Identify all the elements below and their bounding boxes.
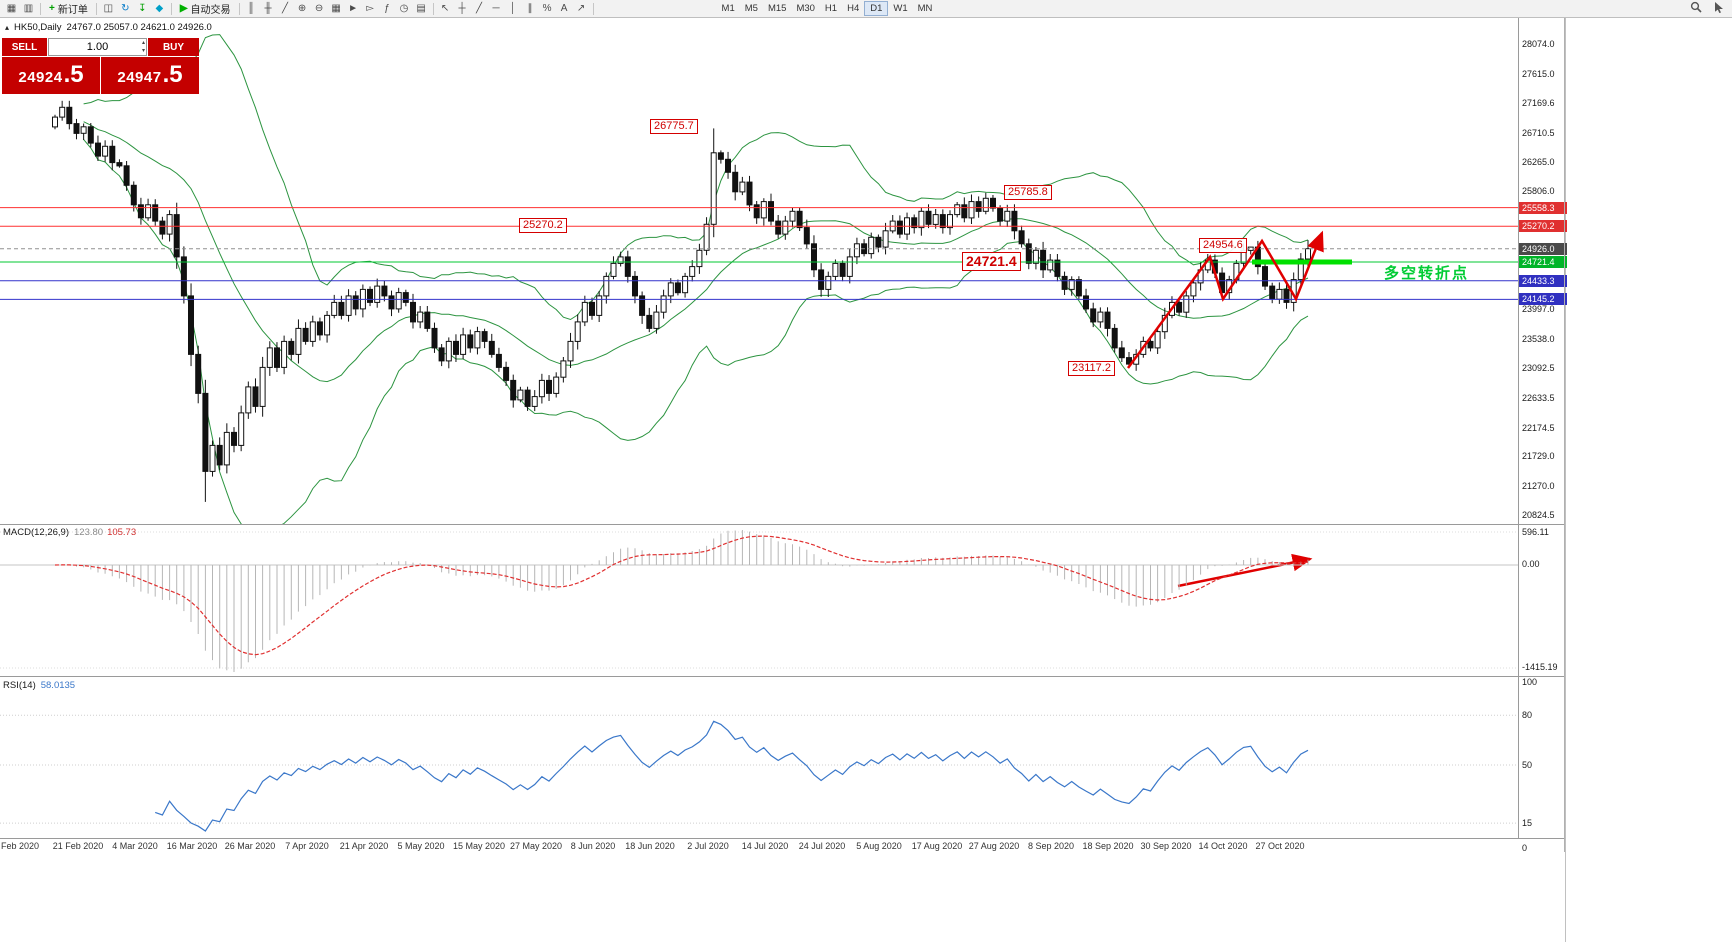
timeframe-m30-button[interactable]: M30	[796, 3, 815, 14]
macd-indicator-label: MACD(12,26,9) 123.80 105.73	[3, 527, 136, 538]
chart-title: ▴ HK50,Daily 24767.0 25057.0 24621.0 249…	[5, 22, 212, 33]
new-order-button-label: 新订单	[57, 5, 88, 16]
timeframe-m1-button[interactable]: M1	[721, 3, 735, 14]
autotrading-button-label: 自动交易	[190, 5, 231, 16]
timeframe-switcher: M1 M5 M15 M30 H1 H4 D1 W1 MN	[717, 1, 938, 16]
timeframe-m5-button[interactable]: M5	[744, 3, 758, 14]
macd-main-value: 123.80	[74, 527, 104, 538]
mql5-community-icon[interactable]: ◆	[155, 3, 164, 14]
buy-price-frac: .5	[162, 61, 183, 88]
auto-scroll-icon[interactable]: ►	[348, 3, 358, 14]
right-panel-area	[1565, 17, 1732, 942]
timeframe-h4-button[interactable]: H4	[847, 3, 860, 14]
buy-price-int: 24947	[117, 69, 162, 86]
toolbar-separator	[592, 2, 594, 15]
macd-name: MACD(12,26,9)	[3, 527, 69, 538]
volume-value[interactable]: 1.00	[86, 41, 109, 53]
toolbar-groups: ▦ ▥ + 新订单 ◫ ↻ ↧ ◆ ▶ 自动交易 ║ ╫ ╱ ⊕ ⊖ ▦ ► ▻ ƒ ◷ ▤ ↖ ┼ ╱ ─ │ ∥% A ↗ M1 M5 M…	[0, 0, 937, 17]
candlestick-chart-icon[interactable]: ╫	[264, 3, 272, 14]
crosshair-icon[interactable]: ┼	[458, 3, 466, 14]
equidistant-channel-icon[interactable]: ∥	[527, 3, 533, 14]
line-chart-icon[interactable]: ╱	[282, 3, 289, 14]
volume-increase-button[interactable]: ▴	[141, 40, 145, 46]
vertical-line-icon[interactable]: │	[509, 3, 517, 14]
timeframe-w1-button[interactable]: W1	[893, 3, 908, 14]
autotrading-button[interactable]: ▶ 自动交易	[175, 1, 236, 16]
toolbar-separator	[432, 2, 434, 15]
candles	[52, 100, 1311, 502]
periods-icon[interactable]: ◷	[399, 3, 409, 14]
toolbar-separator	[238, 2, 240, 15]
toolbar-right	[1687, 1, 1727, 16]
fibonacci-icon[interactable]: %	[542, 3, 552, 14]
download-history-icon[interactable]: ↧	[138, 3, 147, 14]
templates-icon[interactable]: ▤	[416, 3, 426, 14]
rsi-value: 58.0135	[40, 680, 76, 691]
horizontal-level-lines[interactable]	[0, 207, 1518, 300]
rsi-name: RSI(14)	[3, 680, 36, 691]
buy-price[interactable]: 24947.5	[101, 57, 199, 94]
bar-chart-icon[interactable]: ║	[247, 3, 255, 14]
new-chart-icon[interactable]: ▦	[6, 3, 17, 14]
toolbar-separator	[40, 2, 41, 15]
chart-window[interactable]: 25558.3 25270.2 24926.0 24721.4 24433.3 24145…	[0, 0, 1567, 942]
tile-windows-icon[interactable]: ▦	[331, 3, 341, 14]
cursor-icon[interactable]: ↖	[440, 3, 450, 14]
one-click-panel-toggle-icon[interactable]: ▴	[5, 23, 10, 32]
trend-arrow[interactable]	[1126, 230, 1324, 369]
arrow-object-icon[interactable]: ↗	[576, 3, 586, 14]
candlestick-chart[interactable]	[0, 0, 1565, 852]
bollinger-bands	[83, 34, 1309, 524]
new-order-button[interactable]: + 新订单	[44, 1, 93, 16]
timeframe-mn-button[interactable]: MN	[917, 3, 933, 14]
one-click-trading-panel: SELL 1.00 ▴ ▾ BUY 24924.5 24947.5	[2, 38, 199, 94]
chart-symbol-period: HK50,Daily	[14, 22, 62, 33]
chart-window-icon[interactable]: ◫	[103, 3, 114, 14]
plus-icon: +	[49, 3, 55, 14]
macd-indicator	[0, 530, 1518, 672]
macd-signal-value: 105.73	[107, 527, 137, 538]
chart-profiles-icon[interactable]: ▥	[23, 3, 34, 14]
zoom-in-icon[interactable]: ⊕	[297, 3, 307, 14]
timeframe-h1-button[interactable]: H1	[824, 3, 838, 14]
indicators-icon[interactable]: ƒ	[384, 3, 390, 14]
time-axis[interactable]	[0, 838, 1518, 852]
rsi-indicator-label: RSI(14) 58.0135	[3, 680, 75, 691]
toolbar: ▦ ▥ + 新订单 ◫ ↻ ↧ ◆ ▶ 自动交易 ║ ╫ ╱ ⊕ ⊖ ▦ ► ▻ ƒ ◷ ▤ ↖ ┼ ╱ ─ │ ∥% A ↗ M1 M5 M…	[0, 0, 1732, 18]
sell-price[interactable]: 24924.5	[2, 57, 100, 94]
chart-ohlc-values: 24767.0 25057.0 24621.0 24926.0	[66, 22, 212, 33]
sell-price-int: 24924	[18, 69, 63, 86]
price-axis[interactable]	[1518, 17, 1564, 838]
horizontal-line-icon[interactable]: ─	[492, 3, 500, 14]
trendline-icon[interactable]: ╱	[476, 3, 483, 14]
toolbar-separator	[95, 2, 97, 15]
quick-search-icon[interactable]	[1687, 1, 1704, 16]
sell-button[interactable]: SELL	[2, 38, 47, 56]
sell-price-frac: .5	[63, 61, 84, 88]
timeframe-d1-button[interactable]: D1	[864, 1, 889, 16]
rsi-indicator	[0, 714, 1518, 832]
volume-field[interactable]: 1.00 ▴ ▾	[48, 38, 147, 56]
refresh-icon[interactable]: ↻	[121, 3, 130, 14]
pointer-icon[interactable]	[1710, 1, 1727, 16]
zoom-out-icon[interactable]: ⊖	[314, 3, 324, 14]
chart-shift-icon[interactable]: ▻	[366, 3, 374, 14]
toolbar-separator	[170, 2, 172, 15]
volume-decrease-button[interactable]: ▾	[141, 48, 145, 54]
text-label-icon[interactable]: A	[560, 3, 568, 14]
buy-button[interactable]: BUY	[148, 38, 199, 56]
timeframe-m15-button[interactable]: M15	[767, 3, 787, 14]
play-icon: ▶	[179, 3, 188, 14]
chart-annotation-text[interactable]: 多空转折点	[1384, 265, 1470, 282]
